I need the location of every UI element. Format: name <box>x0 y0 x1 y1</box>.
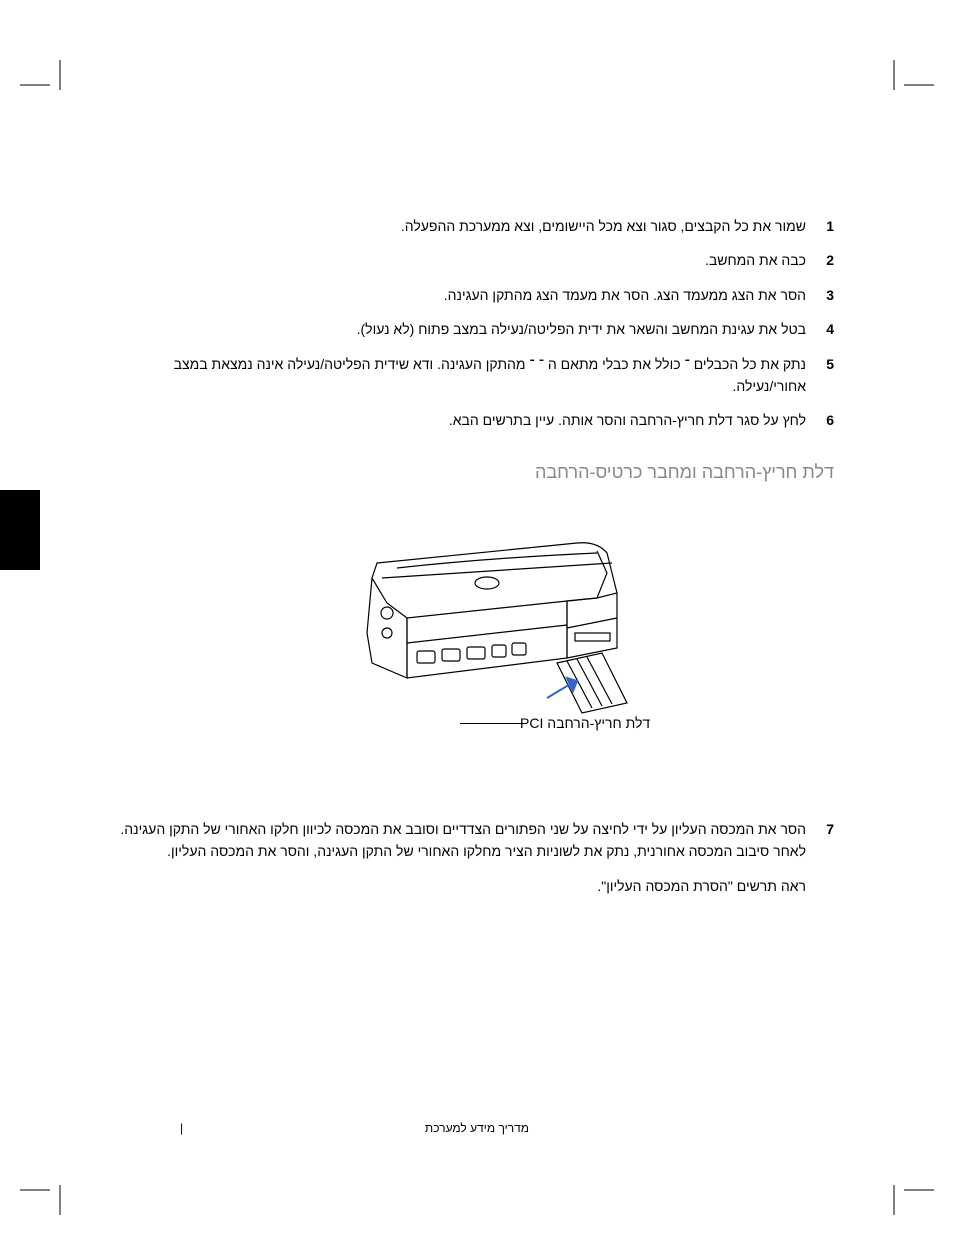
step-number: 2 <box>806 249 834 271</box>
step-number: 1 <box>806 215 834 237</box>
steps-list-2: 7 הסר את המכסה העליון על ידי לחיצה על שנ… <box>100 818 834 863</box>
step-number: 6 <box>806 409 834 431</box>
step-text: כבה את המחשב. <box>100 249 806 271</box>
step-note: ראה תרשים "הסרת המכסה העליון". <box>100 875 834 897</box>
steps-list: 1 שמור את כל הקבצים, סגור וצא מכל היישומ… <box>100 215 834 432</box>
step-text: נתק את כל הכבלים ־ כולל את כבלי מתאם ה ־… <box>100 353 806 398</box>
diagram-label: דלת חריץ-הרחבה PCI <box>520 715 650 731</box>
step-text: הסר את המכסה העליון על ידי לחיצה על שני … <box>100 818 806 863</box>
page-indicator: | <box>180 1121 183 1135</box>
step-item: 5 נתק את כל הכבלים ־ כולל את כבלי מתאם ה… <box>100 353 834 398</box>
step-note-text: ראה תרשים "הסרת המכסה העליון". <box>100 875 806 897</box>
step-item: 7 הסר את המכסה העליון על ידי לחיצה על שנ… <box>100 818 834 863</box>
step-item: 4 בטל את עגינת המחשב והשאר את ידית הפליט… <box>100 318 834 340</box>
crop-mark-bl <box>20 1165 70 1215</box>
section-title: דלת חריץ-הרחבה ומחבר כרטיס-הרחבה <box>100 462 834 483</box>
crop-mark-tr <box>884 60 934 110</box>
step-item: 2 כבה את המחשב. <box>100 249 834 271</box>
crop-mark-br <box>884 1165 934 1215</box>
step-number: 5 <box>806 353 834 398</box>
page-content: 1 שמור את כל הקבצים, סגור וצא מכל היישומ… <box>100 215 834 909</box>
step-number: 7 <box>806 818 834 863</box>
page-footer: מדריך מידע למערכת <box>0 1121 954 1135</box>
step-text: שמור את כל הקבצים, סגור וצא מכל היישומים… <box>100 215 806 237</box>
crop-mark-tl <box>20 60 70 110</box>
diagram-container: דלת חריץ-הרחבה PCI <box>100 503 834 788</box>
step-text: בטל את עגינת המחשב והשאר את ידית הפליטה/… <box>100 318 806 340</box>
diagram-leader-line <box>460 723 525 724</box>
step-item: 3 הסר את הצג ממעמד הצג. הסר את מעמד הצג … <box>100 284 834 306</box>
step-number: 4 <box>806 318 834 340</box>
step-text: לחץ על סגר דלת חריץ-הרחבה והסר אותה. עיי… <box>100 409 806 431</box>
step-item: 6 לחץ על סגר דלת חריץ-הרחבה והסר אותה. ע… <box>100 409 834 431</box>
page-tab-marker <box>0 490 40 570</box>
step-text: הסר את הצג ממעמד הצג. הסר את מעמד הצג מה… <box>100 284 806 306</box>
step-item: 1 שמור את כל הקבצים, סגור וצא מכל היישומ… <box>100 215 834 237</box>
device-diagram <box>257 503 677 783</box>
step-number: 3 <box>806 284 834 306</box>
